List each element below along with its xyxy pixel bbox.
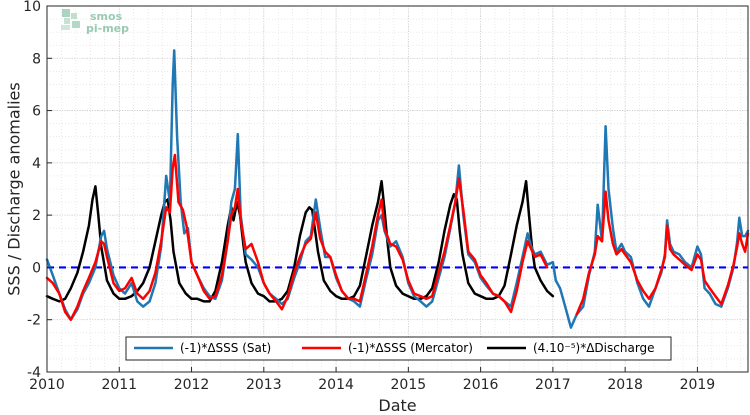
- y-tick-label: 2: [32, 208, 41, 224]
- y-tick-label: 8: [32, 51, 41, 67]
- legend-label-sat: (-1)*ΔSSS (Sat): [180, 341, 271, 355]
- logo-line1: smos: [90, 10, 123, 23]
- x-axis-ticks: 2010 2011 2012 2013 2014 2015 2016 2017 2018 2019: [29, 367, 715, 393]
- logo-line2: pi-mep: [86, 22, 129, 35]
- y-tick-label: -2: [27, 313, 41, 329]
- y-tick-label: -4: [27, 365, 41, 381]
- y-tick-label: 10: [23, 0, 41, 15]
- legend: (-1)*ΔSSS (Sat) (-1)*ΔSSS (Mercator) (4.…: [125, 336, 672, 361]
- y-tick-label: 6: [32, 104, 41, 120]
- x-tick-label: 2012: [174, 377, 210, 393]
- series-layer: [45, 49, 750, 329]
- x-axis-title: Date: [378, 396, 416, 415]
- x-tick-label: 2010: [29, 377, 65, 393]
- x-tick-label: 2011: [101, 377, 137, 393]
- y-tick-label: 4: [32, 156, 41, 172]
- series-line-mercator: [45, 153, 750, 321]
- y-tick-label: 0: [32, 260, 41, 276]
- plot-frame: [46, 5, 749, 373]
- y-axis-ticks: -4 -2 0 2 4 6 8 10: [23, 0, 52, 381]
- legend-label-discharge: (4.10⁻⁵)*ΔDischarge: [533, 341, 655, 355]
- smos-pimep-logo: smos pi-mep: [61, 9, 129, 35]
- x-tick-label: 2013: [246, 377, 282, 393]
- y-axis-title: SSS / Discharge anomalies: [5, 82, 24, 295]
- x-tick-label: 2019: [680, 377, 716, 393]
- logo-mark-icon: [61, 9, 80, 30]
- x-tick-label: 2015: [391, 377, 427, 393]
- x-tick-label: 2014: [318, 377, 354, 393]
- legend-box: [125, 336, 672, 361]
- x-tick-label: 2018: [607, 377, 643, 393]
- x-tick-label: 2016: [463, 377, 499, 393]
- x-tick-label: 2017: [535, 377, 571, 393]
- legend-label-mercator: (-1)*ΔSSS (Mercator): [348, 341, 473, 355]
